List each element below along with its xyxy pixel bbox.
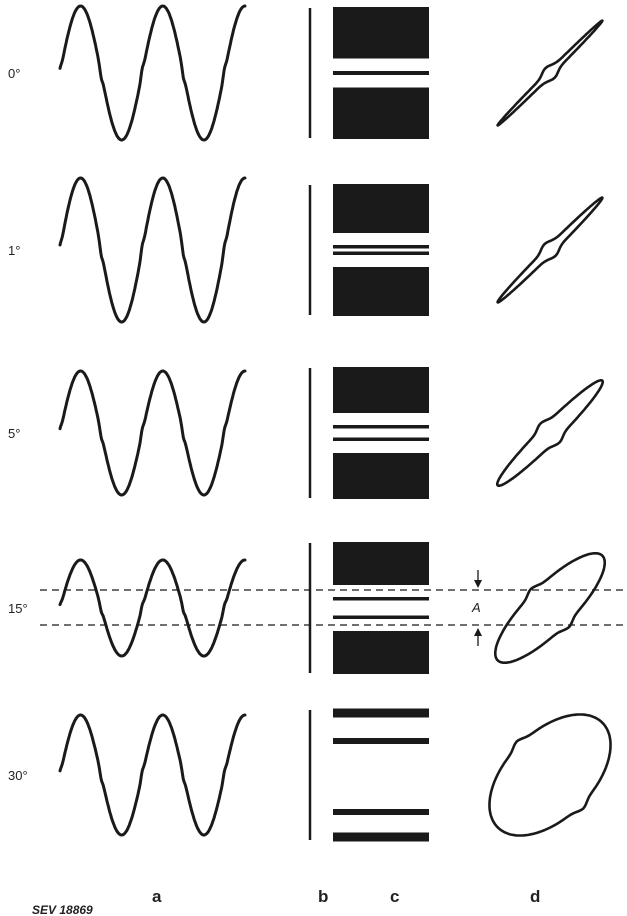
top-block: [333, 184, 429, 233]
rows-layer: 0° 1° 5° 15° 30°: [8, 4, 612, 842]
column-label-b: b: [318, 887, 328, 906]
column-label-d: d: [530, 887, 540, 906]
center-band-upper: [333, 425, 429, 429]
angle-label: 30°: [8, 768, 28, 783]
loop-trace: [493, 551, 607, 665]
top-block: [333, 367, 429, 413]
center-band-lower: [333, 251, 429, 255]
waveform-trace: [58, 713, 247, 837]
waveform-trace: [58, 176, 247, 324]
bottom-block: [333, 631, 429, 674]
center-band-upper: [333, 597, 429, 601]
center-band-upper: [333, 245, 429, 249]
column-label-c: c: [390, 887, 399, 906]
bottom-block: [333, 267, 429, 316]
angle-label: 5°: [8, 426, 20, 441]
loop-trace: [496, 196, 604, 304]
waveform-trace: [58, 369, 247, 497]
top-block: [333, 542, 429, 585]
amplitude-marker: A: [471, 570, 482, 646]
figure-code: SEV 18869: [32, 903, 93, 916]
angle-label: 1°: [8, 243, 20, 258]
band-2: [333, 738, 429, 744]
amplitude-label: A: [471, 600, 481, 615]
bottom-block: [333, 87, 429, 139]
row-1: 0°: [8, 4, 604, 142]
center-band-lower: [333, 615, 429, 619]
band-3: [333, 809, 429, 815]
center-band-lower: [333, 437, 429, 441]
loop-trace: [495, 378, 605, 488]
row-4: 15°: [8, 542, 607, 674]
waveform-trace: [58, 558, 247, 658]
band-1: [333, 708, 429, 718]
row-3: 5°: [8, 367, 605, 499]
center-band: [333, 71, 429, 75]
angle-label: 0°: [8, 66, 20, 81]
top-block: [333, 7, 429, 59]
waveform-trace: [58, 4, 247, 142]
bottom-block: [333, 453, 429, 499]
row-2: 1°: [8, 176, 604, 324]
row-5: 30°: [8, 708, 612, 842]
loop-trace: [496, 19, 604, 127]
loop-trace: [488, 713, 612, 837]
band-4: [333, 832, 429, 842]
angle-label: 15°: [8, 601, 28, 616]
column-label-a: a: [152, 887, 162, 906]
